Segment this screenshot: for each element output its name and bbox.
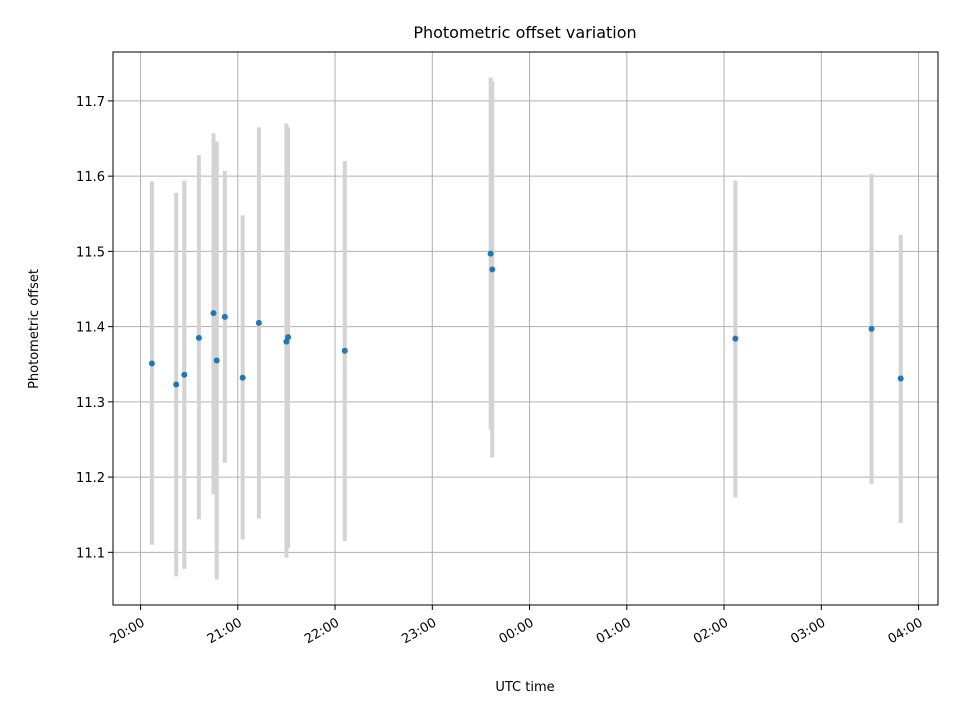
x-tick-label: 21:00 — [205, 615, 245, 647]
y-tick-label: 11.6 — [76, 170, 105, 185]
y-tick-label: 11.5 — [76, 245, 105, 260]
data-point — [341, 347, 348, 354]
x-tick-label: 02:00 — [691, 615, 731, 647]
y-tick-label: 11.3 — [76, 396, 105, 411]
data-point — [487, 250, 494, 257]
data-point — [221, 313, 228, 320]
data-point — [868, 325, 875, 332]
x-tick-label: 23:00 — [399, 615, 439, 647]
data-point — [897, 375, 904, 382]
data-point — [213, 357, 220, 364]
axis-ticks: 20:00 21:00 22:00 23:00 00:00 01:00 02:00 03:00… — [76, 95, 926, 647]
data-point — [283, 338, 290, 345]
data-point — [173, 381, 180, 388]
data-point — [239, 374, 246, 381]
x-tick-label: 20:00 — [108, 615, 148, 647]
y-tick-label: 11.4 — [76, 321, 105, 336]
x-axis-label: UTC time — [495, 680, 554, 695]
plot-area-frame — [112, 51, 939, 606]
y-tick-label: 11.2 — [76, 471, 105, 486]
x-tick-label: 00:00 — [497, 615, 537, 647]
data-points — [148, 250, 904, 388]
data-point — [255, 319, 262, 326]
x-tick-label: 04:00 — [886, 615, 926, 647]
data-point — [732, 335, 739, 342]
x-tick-label: 03:00 — [788, 615, 828, 647]
y-tick-label: 11.7 — [76, 95, 105, 110]
y-axis-label: Photometric offset — [27, 269, 42, 389]
data-point — [195, 334, 202, 341]
data-point — [148, 360, 155, 367]
data-point — [181, 371, 188, 378]
data-point — [210, 310, 217, 317]
x-tick-label: 22:00 — [302, 615, 342, 647]
grid — [113, 52, 938, 605]
chart-title: Photometric offset variation — [413, 23, 636, 42]
data-point — [285, 334, 292, 341]
y-tick-label: 11.1 — [76, 546, 105, 561]
x-tick-label: 01:00 — [594, 615, 634, 647]
errorbars — [149, 77, 903, 580]
data-point — [489, 266, 496, 273]
